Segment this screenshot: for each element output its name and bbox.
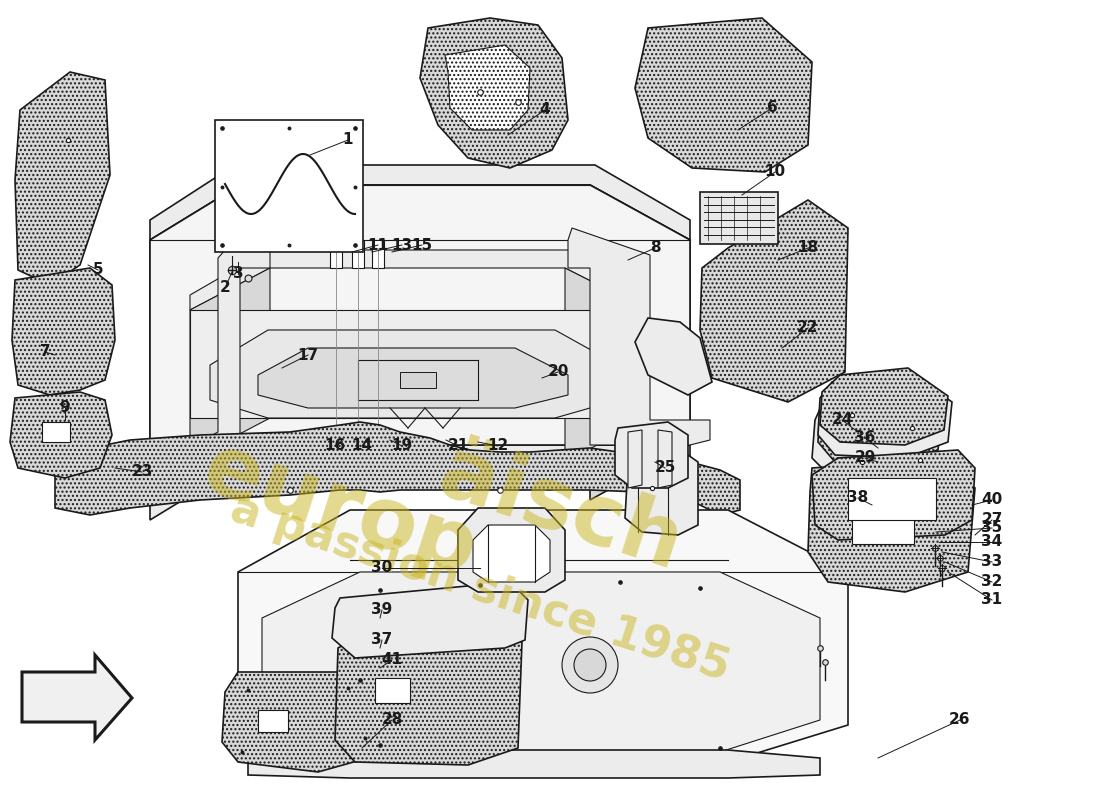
Text: 8: 8 [650,241,660,255]
Bar [258,710,288,732]
Polygon shape [214,120,363,252]
Polygon shape [700,200,848,402]
Polygon shape [372,240,384,268]
Text: 2: 2 [220,281,230,295]
Text: 27: 27 [981,513,1003,527]
Polygon shape [812,450,975,540]
Polygon shape [615,422,688,488]
Text: 24: 24 [832,413,852,427]
Text: 19: 19 [392,438,412,454]
Polygon shape [446,45,530,130]
Text: 26: 26 [949,713,970,727]
Text: 1: 1 [343,133,353,147]
Text: 4: 4 [540,102,550,118]
Bar [852,502,914,544]
Text: 31: 31 [981,593,1002,607]
Text: a passion since 1985: a passion since 1985 [224,487,735,689]
Polygon shape [818,382,942,465]
Text: 30: 30 [372,561,393,575]
Polygon shape [210,330,618,418]
Text: 15: 15 [411,238,432,253]
Text: 10: 10 [764,165,785,179]
Polygon shape [590,185,690,500]
Polygon shape [812,390,932,480]
Text: 3: 3 [233,266,243,282]
Text: 28: 28 [382,713,403,727]
Text: europ: europ [192,426,487,594]
Text: 5: 5 [92,262,103,278]
Polygon shape [15,72,110,285]
Bar [375,678,410,703]
Text: äisch: äisch [428,432,692,588]
Polygon shape [12,268,116,395]
Text: 40: 40 [981,493,1002,507]
Text: 7: 7 [40,345,51,359]
Text: 18: 18 [798,241,818,255]
Polygon shape [635,18,812,172]
Text: 6: 6 [767,101,778,115]
Polygon shape [190,310,648,418]
Text: 36: 36 [855,430,876,446]
Polygon shape [635,318,712,395]
Polygon shape [628,430,642,488]
Text: 33: 33 [981,554,1002,570]
Bar [700,192,778,244]
Polygon shape [818,372,952,458]
Polygon shape [420,18,568,168]
Polygon shape [352,240,364,268]
Text: 21: 21 [448,438,469,454]
Polygon shape [222,672,372,772]
Circle shape [574,649,606,681]
Polygon shape [820,368,948,445]
Polygon shape [808,458,975,592]
Text: 35: 35 [981,521,1002,535]
Polygon shape [565,268,648,462]
Polygon shape [150,185,690,500]
Bar [848,478,936,520]
Polygon shape [330,240,342,268]
Polygon shape [10,392,112,478]
Bar [400,372,436,388]
Text: 32: 32 [981,574,1003,590]
Polygon shape [625,448,698,535]
Polygon shape [262,572,820,752]
Text: 34: 34 [981,534,1002,550]
Polygon shape [332,582,528,658]
Polygon shape [190,250,648,310]
Polygon shape [150,445,690,520]
Text: 12: 12 [487,438,508,454]
Polygon shape [458,508,565,592]
Text: 9: 9 [59,401,70,415]
Text: 29: 29 [855,450,876,466]
Polygon shape [658,430,672,488]
Text: 14: 14 [351,438,373,454]
Polygon shape [568,228,710,445]
Polygon shape [190,268,270,460]
Text: 11: 11 [367,238,388,253]
Text: 17: 17 [297,347,319,362]
Circle shape [562,637,618,693]
Polygon shape [150,165,690,240]
Text: 37: 37 [372,633,393,647]
Text: 39: 39 [372,602,393,618]
Text: 38: 38 [847,490,869,506]
Text: 13: 13 [392,238,412,253]
Text: 20: 20 [548,365,569,379]
Polygon shape [55,422,740,515]
Polygon shape [130,228,270,500]
Polygon shape [238,510,848,762]
Bar [42,422,70,442]
Polygon shape [258,348,568,408]
Text: 16: 16 [324,438,345,454]
Text: 41: 41 [382,653,403,667]
Polygon shape [150,185,240,500]
Text: 25: 25 [654,461,675,475]
Polygon shape [22,655,132,740]
Text: 22: 22 [798,321,818,335]
Text: 23: 23 [131,465,153,479]
Polygon shape [336,625,522,765]
Polygon shape [473,525,550,582]
Polygon shape [248,750,820,778]
